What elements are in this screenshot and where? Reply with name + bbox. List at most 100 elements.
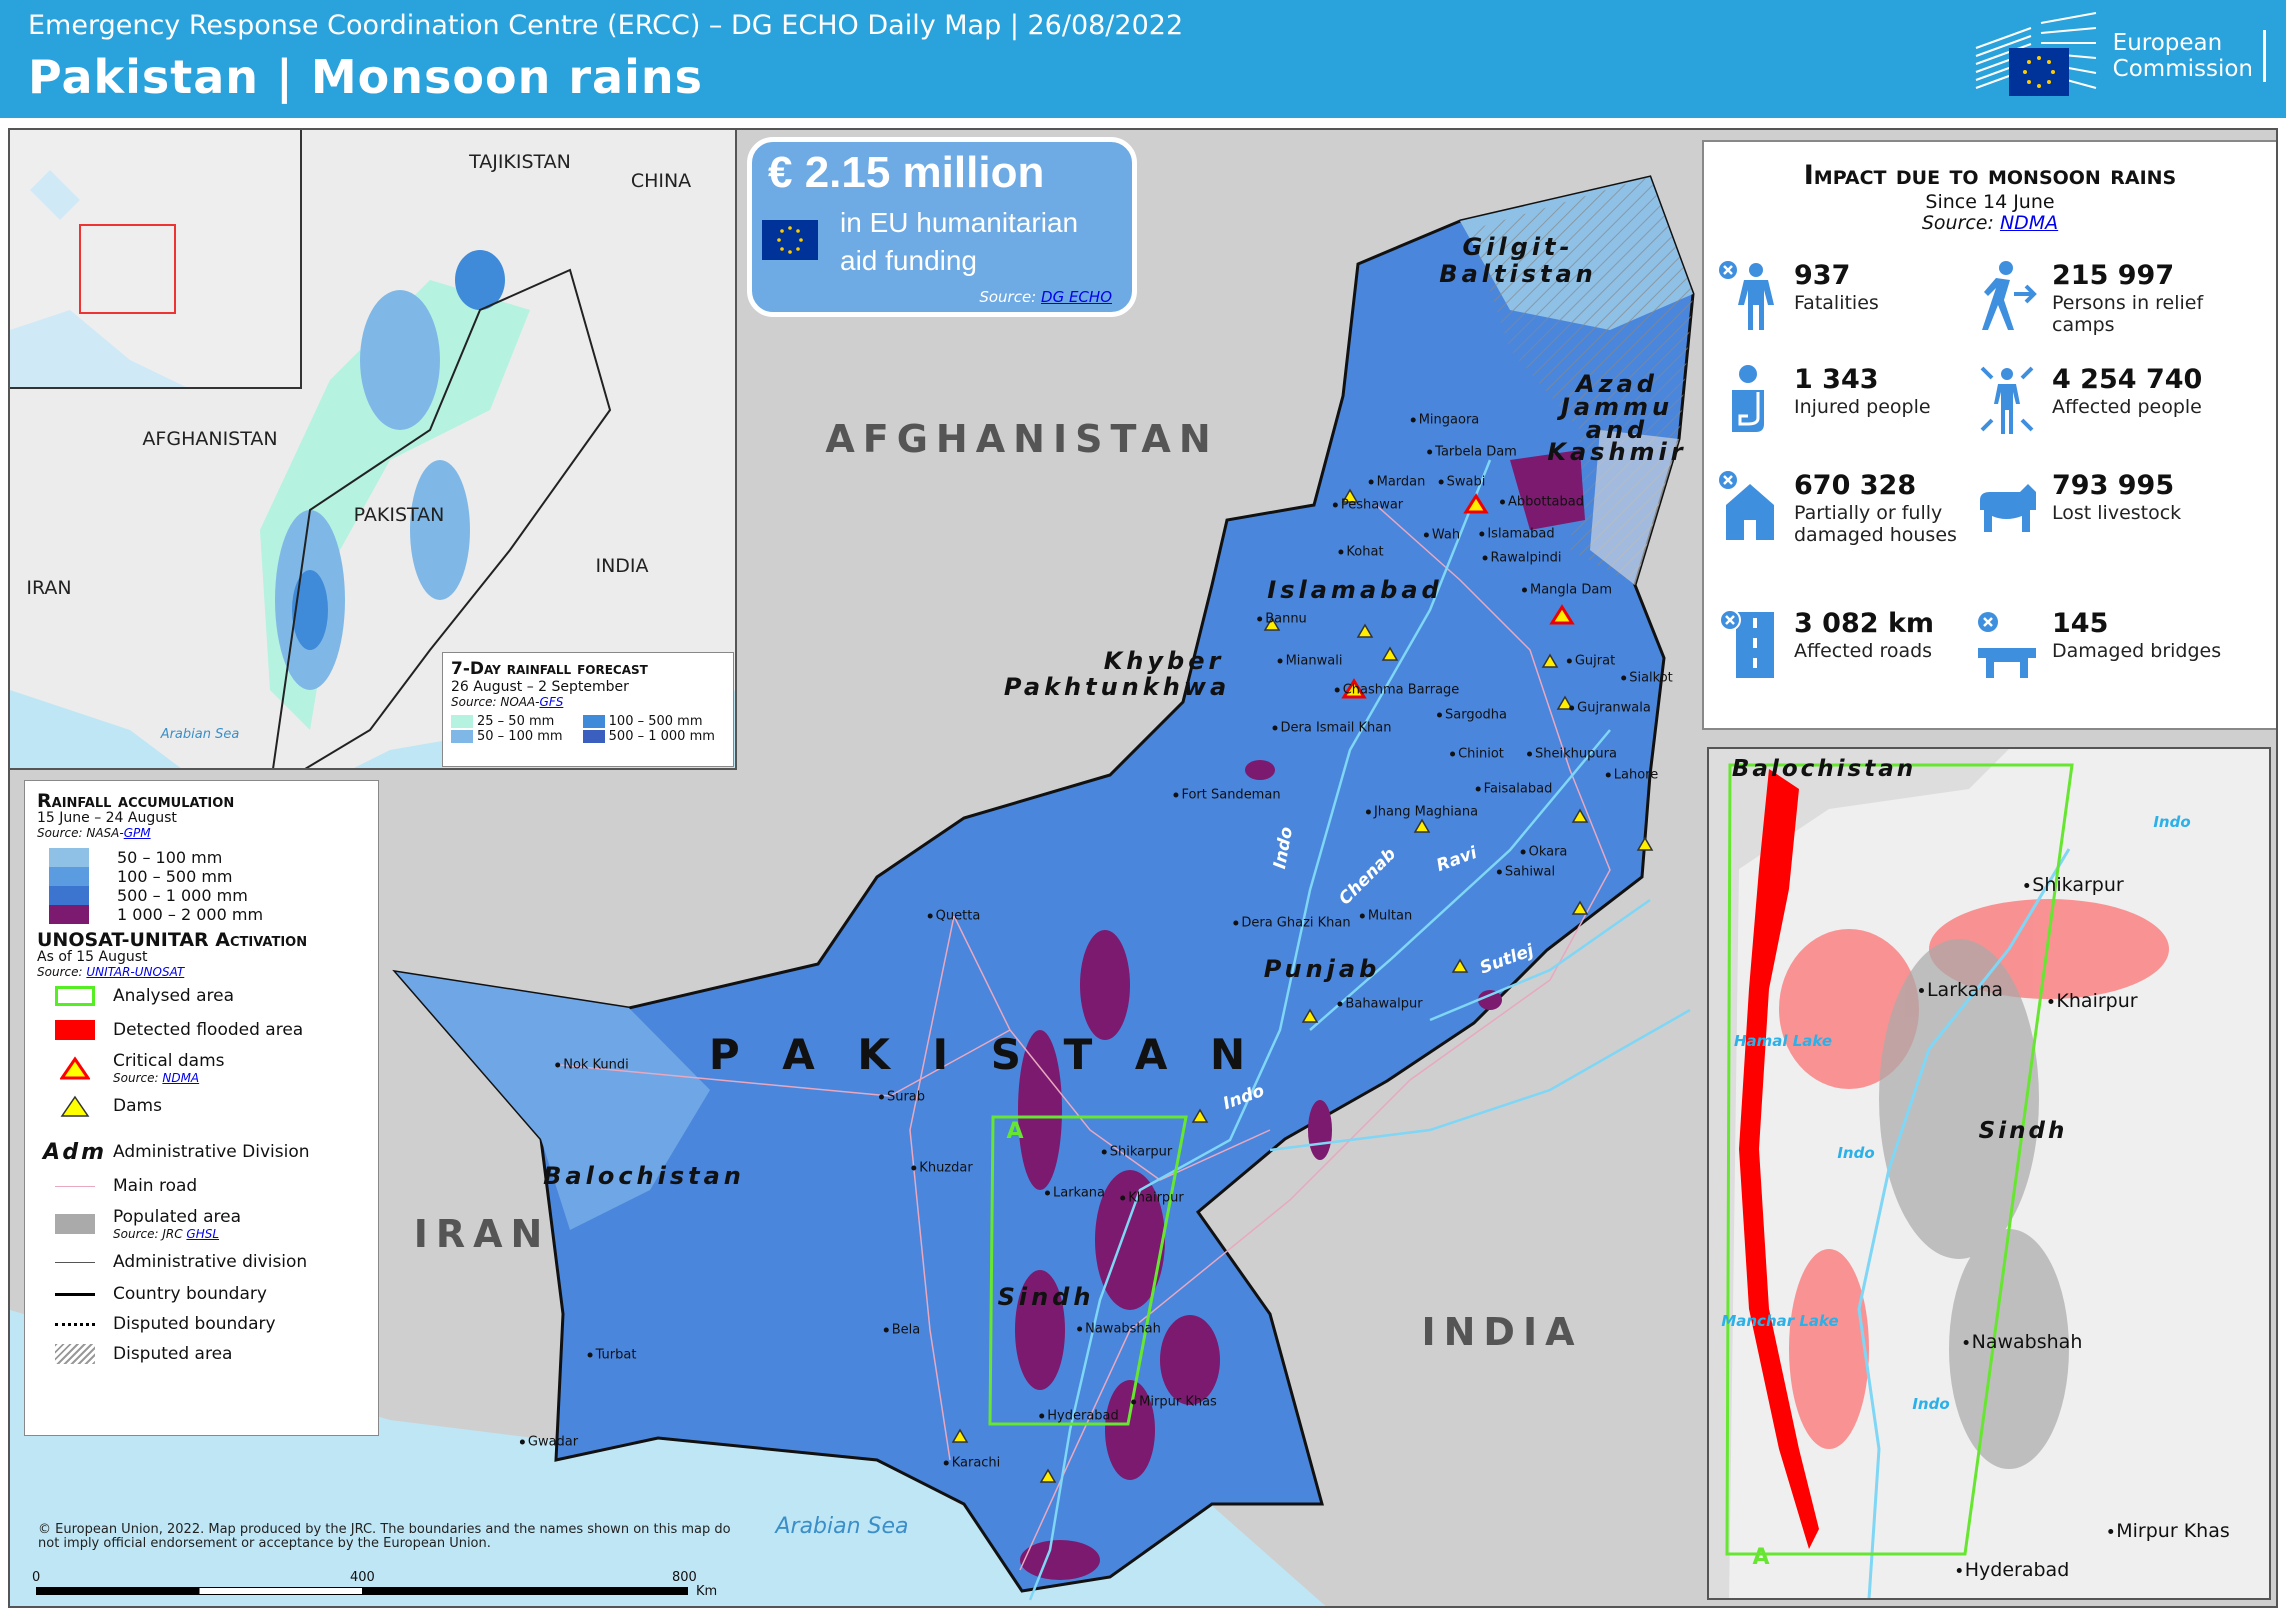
city-label: Sargodha: [1437, 708, 1507, 723]
impact-item: 793 995 Lost livestock: [1976, 470, 2230, 542]
legend-critical-dams: Critical dams: [113, 1051, 225, 1071]
impact-item: 937 Fatalities: [1718, 260, 1972, 332]
impact-value: 3 082 km: [1794, 608, 1935, 639]
city-label: Fort Sandeman: [1173, 788, 1280, 803]
province-label: Sindh: [997, 1283, 1095, 1311]
sea-label: Arabian Sea: [775, 1514, 909, 1539]
city-label: Multan: [1360, 909, 1412, 924]
impact-label: Affected roads: [1794, 640, 1933, 662]
rain-legend-title: Rainfall accumulation: [37, 790, 235, 812]
impact-value: 215 997: [2052, 260, 2175, 291]
scale-bar: 0 400 800 Km: [32, 1570, 752, 1606]
province-label: Balochistan: [543, 1162, 745, 1190]
inset-label: IRAN: [26, 577, 72, 599]
city-label: Bannu: [1257, 612, 1307, 627]
city-label: Abbottabad: [1500, 495, 1584, 510]
province-label: Pakhtunkhwa: [1003, 673, 1231, 701]
logo-text-1: European: [2112, 29, 2223, 56]
damaged-road-icon: [1718, 608, 1780, 680]
sindh-inset-label: Hyderabad: [1957, 1559, 2070, 1581]
city-label: Khuzdar: [911, 1161, 972, 1176]
legend-disputed-boundary: Disputed boundary: [113, 1314, 276, 1334]
impact-label: Damaged bridges: [2052, 640, 2222, 662]
city-label: Jhang Maghiana: [1366, 805, 1478, 820]
unosat-title: UNOSAT-UNITAR Activation: [37, 929, 308, 951]
legend-adm: Administrative Division: [113, 1142, 310, 1162]
impact-value: 670 328: [1794, 470, 1917, 501]
impact-source: Source:: [1921, 212, 1994, 234]
inset-label: TAJIKISTAN: [469, 151, 571, 173]
funding-line2: aid funding: [840, 245, 978, 276]
country-label: AFGHANISTAN: [825, 417, 1219, 461]
impact-label: Fatalities: [1794, 292, 1879, 314]
city-label: Gwadar: [520, 1435, 578, 1450]
city-label: Swabi: [1439, 475, 1486, 490]
province-label: Punjab: [1263, 955, 1381, 983]
page-title: Pakistan | Monsoon rains: [28, 50, 703, 104]
impact-panel: Impact due to monsoon rains Since 14 Jun…: [1702, 140, 2276, 730]
impact-title: Impact due to monsoon rains: [1803, 160, 2177, 191]
city-label: Sheikhupura: [1527, 747, 1617, 762]
sindh-inset-label: Mirpur Khas: [2108, 1520, 2229, 1542]
rain-class: 500 – 1 000 mm: [117, 886, 248, 905]
city-label: Gujranwala: [1569, 701, 1651, 716]
eu-logo: European Commission: [1971, 8, 2266, 103]
province-label: and: [1585, 416, 1649, 444]
gfs-link[interactable]: GFS: [539, 695, 564, 709]
forecast-legend: 7-Day rainfall forecast 26 August – 2 Se…: [442, 652, 734, 767]
logo-text-2: Commission: [2112, 55, 2253, 82]
funding-amount: € 2.15 million: [768, 148, 1045, 197]
rain-source: Source: NASA-: [37, 826, 124, 840]
dg-echo-link[interactable]: DG ECHO: [1041, 288, 1112, 306]
dams-source: Source:: [113, 1071, 159, 1085]
rain-class: 1 000 – 2 000 mm: [117, 905, 264, 924]
unosat-source: Source:: [37, 965, 83, 979]
inset-label: PAKISTAN: [353, 504, 445, 526]
impact-value: 145: [2052, 608, 2109, 639]
forecast-class: 500 – 1 000 mm: [582, 729, 725, 744]
city-label: Mingaora: [1411, 413, 1480, 428]
sindh-flood-inset[interactable]: Balochistan Shikarpur Larkana Khairpur Hamal…: [1707, 747, 2271, 1600]
impact-value: 937: [1794, 260, 1851, 291]
city-label: Chashma Barrage: [1335, 683, 1460, 698]
impact-label: Partially or fully damaged houses: [1794, 502, 1957, 546]
scale-400: 400: [350, 1570, 375, 1585]
city-label: Nok Kundi: [555, 1058, 629, 1073]
impact-label: Affected people: [2052, 396, 2202, 418]
inset-label: CHINA: [630, 170, 692, 192]
funding-line1: in EU humanitarian: [840, 207, 1079, 238]
city-label: Mirpur Khas: [1131, 1395, 1217, 1410]
sindh-inset-canvas: [1709, 749, 2269, 1598]
city-label: Turbat: [588, 1348, 637, 1363]
affected-person-icon: [1976, 364, 2038, 436]
main-map[interactable]: AFGHANISTAN IRAN INDIA P A K I S T A N Arabi…: [8, 128, 2278, 1608]
gpm-link[interactable]: GPM: [123, 826, 151, 840]
city-label: Sialkot: [1621, 671, 1673, 686]
city-label: Chiniot: [1450, 747, 1504, 762]
sindh-inset-label: Larkana: [1919, 979, 2003, 1001]
sindh-inset-label: Manchar Lake: [1721, 1312, 1839, 1330]
ndma-link[interactable]: NDMA: [1999, 212, 2059, 234]
dams-ndma-link[interactable]: NDMA: [162, 1071, 200, 1085]
ghsl-link[interactable]: GHSL: [186, 1227, 220, 1241]
sindh-inset-label: Indo: [1912, 1395, 1950, 1413]
cow-icon: [1976, 470, 2038, 542]
forecast-inset-map[interactable]: TAJIKISTAN CHINA AFGHANISTAN PAKISTAN INDIA I…: [10, 130, 737, 770]
city-label: Okara: [1521, 845, 1568, 860]
unitar-link[interactable]: UNITAR-UNOSAT: [86, 965, 185, 979]
city-label: Gujrat: [1567, 654, 1615, 669]
impact-item: 4 254 740 Affected people: [1976, 364, 2230, 436]
scale-800: 800: [672, 1570, 697, 1585]
sea: [10, 1310, 1326, 1606]
legend-dams: Dams: [113, 1096, 162, 1116]
forecast-dates: 26 August – 2 September: [451, 679, 629, 695]
impact-item: 145 Damaged bridges: [1976, 608, 2230, 680]
city-label: Surab: [879, 1090, 925, 1105]
inset-label: AFGHANISTAN: [142, 428, 278, 450]
city-label: Tarbela Dam: [1427, 445, 1517, 460]
city-label: Bela: [884, 1323, 921, 1338]
city-label: Karachi: [944, 1456, 1001, 1471]
damaged-bridge-icon: [1976, 608, 2038, 680]
forecast-title: 7-Day rainfall forecast: [451, 659, 648, 679]
impact-item: 3 082 km Affected roads: [1718, 608, 1972, 680]
